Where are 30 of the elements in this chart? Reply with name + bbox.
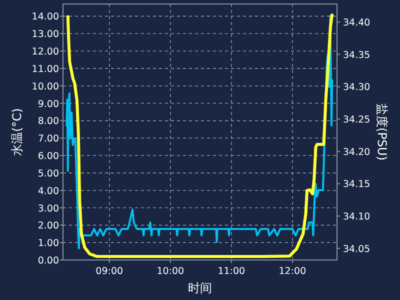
x-tick-label: 12:00 [278, 266, 306, 277]
y-tick-label: 14.00 [32, 12, 59, 23]
y2-tick-label: 34.10 [343, 212, 370, 223]
y2-tick-label: 34.35 [343, 50, 370, 61]
y-tick-label: 0.00 [38, 256, 59, 266]
x-axis-title: 时间 [188, 281, 212, 295]
y-tick-label: 10.00 [32, 81, 59, 92]
y2-tick-label: 34.20 [343, 146, 370, 158]
y2-tick-label: 34.40 [343, 18, 370, 29]
y-axis-title: 水温(°C) [10, 108, 24, 156]
y-tick-label: 5.00 [38, 168, 59, 180]
y-tick-label: 9.00 [38, 98, 59, 110]
y2-tick-label: 34.30 [343, 82, 370, 94]
x-tick-label: 10:00 [156, 266, 184, 277]
y2-tick-label: 34.15 [343, 179, 370, 190]
y-tick-label: 12.00 [32, 46, 59, 58]
y2-axis-title: 盐度(PSU) [375, 104, 389, 160]
y2-tick-label: 34.05 [343, 244, 370, 255]
y-tick-label: 11.00 [32, 64, 59, 75]
y2-tick-label: 34.25 [343, 114, 370, 126]
y-tick-label: 2.00 [38, 220, 59, 232]
y-tick-label: 7.00 [38, 134, 59, 145]
x-tick-label: 09:00 [96, 266, 124, 277]
y-tick-label: 6.00 [38, 151, 59, 162]
y-tick-label: 1.00 [38, 238, 59, 250]
y-tick-label: 13.00 [32, 29, 59, 40]
x-tick-label: 11:00 [218, 266, 246, 277]
y-tick-label: 8.00 [38, 116, 59, 128]
y-tick-label: 4.00 [38, 186, 59, 197]
y-tick-label: 3.00 [38, 203, 59, 214]
